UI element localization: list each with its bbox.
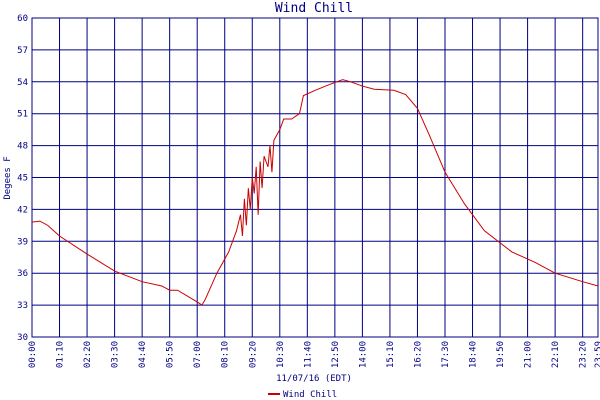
- x-tick-label: 11:40: [303, 341, 313, 368]
- x-tick-label: 15:10: [386, 341, 396, 368]
- y-tick-label: 48: [17, 142, 28, 152]
- y-tick-label: 42: [17, 205, 28, 215]
- x-tick-label: 23:59: [594, 341, 600, 368]
- x-tick-label: 16:20: [413, 341, 423, 368]
- x-tick-label: 21:00: [524, 341, 534, 368]
- x-tick-label: 02:20: [83, 341, 93, 368]
- y-tick-label: 51: [17, 110, 28, 120]
- legend-label: Wind Chill: [283, 390, 337, 400]
- x-tick-label: 09:20: [248, 341, 258, 368]
- x-tick-label: 18:40: [469, 341, 479, 368]
- x-axis-title: 11/07/16 (EDT): [276, 374, 352, 384]
- plot-border: [31, 17, 599, 338]
- y-tick-label: 45: [17, 174, 28, 184]
- y-tick-label: 36: [17, 269, 28, 279]
- data-line: [31, 79, 599, 306]
- x-tick-label: 08:10: [221, 341, 231, 368]
- x-tick-label: 17:30: [441, 341, 451, 368]
- x-tick-label: 05:50: [166, 341, 176, 368]
- x-tick-label: 23:20: [579, 341, 589, 368]
- x-tick-label: 04:40: [138, 341, 148, 368]
- x-tick-label: 22:10: [551, 341, 561, 368]
- y-axis-title: Degees F: [3, 156, 13, 199]
- y-tick-label: 30: [17, 333, 28, 343]
- y-tick-label: 54: [17, 78, 28, 88]
- x-tick-label: 14:00: [358, 341, 368, 368]
- y-tick-label: 60: [17, 14, 28, 24]
- y-tick-label: 33: [17, 301, 28, 311]
- x-tick-label: 19:50: [496, 341, 506, 368]
- y-tick-label: 57: [17, 46, 28, 56]
- x-tick-label: 12:50: [331, 341, 341, 368]
- chart-title: Wind Chill: [275, 1, 353, 16]
- x-tick-label: 10:30: [276, 341, 286, 368]
- x-tick-label: 03:30: [111, 341, 121, 368]
- x-tick-label: 00:00: [28, 341, 38, 368]
- x-tick-label: 01:10: [56, 341, 66, 368]
- x-tick-label: 07:00: [193, 341, 203, 368]
- y-tick-label: 39: [17, 237, 28, 247]
